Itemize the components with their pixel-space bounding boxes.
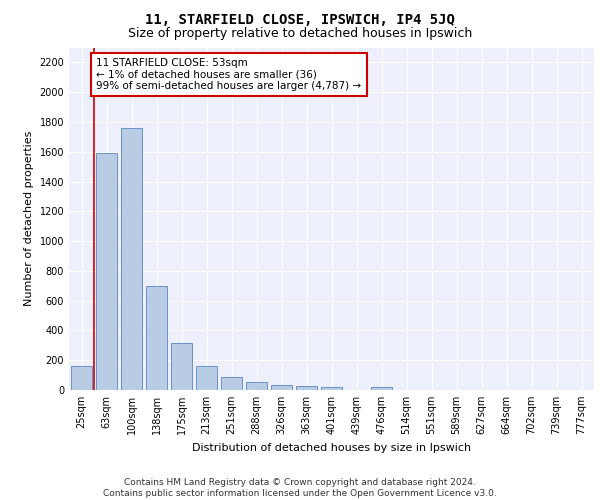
Bar bbox=[96, 153, 117, 390]
Bar bbox=[196, 366, 217, 390]
Text: Contains HM Land Registry data © Crown copyright and database right 2024.
Contai: Contains HM Land Registry data © Crown c… bbox=[103, 478, 497, 498]
Text: 11, STARFIELD CLOSE, IPSWICH, IP4 5JQ: 11, STARFIELD CLOSE, IPSWICH, IP4 5JQ bbox=[145, 12, 455, 26]
Bar bbox=[296, 386, 317, 390]
Bar bbox=[146, 286, 167, 390]
Text: Size of property relative to detached houses in Ipswich: Size of property relative to detached ho… bbox=[128, 28, 472, 40]
Bar bbox=[371, 387, 392, 390]
Bar bbox=[271, 385, 292, 390]
Y-axis label: Number of detached properties: Number of detached properties bbox=[24, 131, 34, 306]
Text: 11 STARFIELD CLOSE: 53sqm
← 1% of detached houses are smaller (36)
99% of semi-d: 11 STARFIELD CLOSE: 53sqm ← 1% of detach… bbox=[97, 58, 362, 91]
Bar bbox=[321, 386, 342, 390]
X-axis label: Distribution of detached houses by size in Ipswich: Distribution of detached houses by size … bbox=[192, 442, 471, 452]
Bar bbox=[246, 382, 267, 390]
Bar bbox=[171, 343, 192, 390]
Bar bbox=[221, 376, 242, 390]
Bar bbox=[71, 366, 92, 390]
Bar bbox=[121, 128, 142, 390]
